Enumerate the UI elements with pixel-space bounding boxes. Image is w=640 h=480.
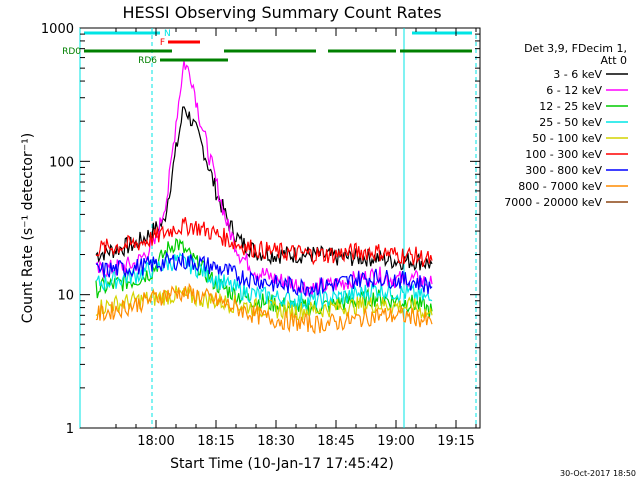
legend-label: 50 - 100 keV [532, 132, 602, 145]
series-line [95, 106, 433, 271]
legend-label: 100 - 300 keV [525, 148, 602, 161]
y-tick-label: 1000 [41, 22, 74, 37]
series-line [95, 252, 433, 311]
plot-frame [79, 27, 481, 429]
legend-label: 300 - 800 keV [525, 164, 602, 177]
x-axis: 18:00 18:15 18:30 18:45 19:00 19:15 [115, 28, 477, 449]
timestamp: 30-Oct-2017 18:50 [560, 469, 636, 478]
y-axis: 1 10 100 1000 [41, 22, 480, 437]
series-line [95, 251, 433, 298]
flag-bar-label: RD0 [62, 47, 81, 57]
series-line [95, 282, 433, 335]
flag-bar-label: RD6 [138, 56, 157, 66]
y-axis-label: Count Rate (s⁻¹ detector⁻¹) [20, 133, 36, 323]
legend-header: Att 0 [601, 54, 627, 67]
x-axis-label: Start Time (10-Jan-17 17:45:42) [170, 456, 394, 472]
legend-header: Det 3,9, FDecim 1, [524, 42, 627, 55]
chart-title: HESSI Observing Summary Count Rates [122, 3, 441, 22]
legend-label: 6 - 12 keV [546, 84, 602, 97]
legend-label: 800 - 7000 keV [518, 180, 602, 193]
y-tick-label: 1 [66, 422, 74, 437]
vertical-markers [79, 28, 477, 428]
y-tick-label: 100 [49, 155, 74, 170]
legend: Det 3,9, FDecim 1,Att 03 - 6 keV 6 - 12 k… [504, 42, 628, 209]
x-tick-label: 18:45 [317, 434, 354, 449]
x-tick-label: 18:30 [257, 434, 294, 449]
flag-bar-label: F [160, 38, 165, 48]
flag-bars: NF RD0 RD6 [62, 29, 472, 66]
series-line [95, 237, 433, 319]
series-line [95, 217, 433, 267]
series-group [95, 60, 433, 335]
x-tick-label: 19:00 [377, 434, 414, 449]
legend-label: 12 - 25 keV [539, 100, 602, 113]
y-tick-label: 10 [57, 289, 74, 304]
legend-label: 3 - 6 keV [553, 68, 602, 81]
x-tick-label: 19:15 [437, 434, 474, 449]
flag-bar-label: N [164, 29, 171, 39]
legend-label: 7000 - 20000 keV [504, 196, 602, 209]
x-tick-label: 18:15 [197, 434, 234, 449]
legend-label: 25 - 50 keV [539, 116, 602, 129]
x-tick-label: 18:00 [137, 434, 174, 449]
